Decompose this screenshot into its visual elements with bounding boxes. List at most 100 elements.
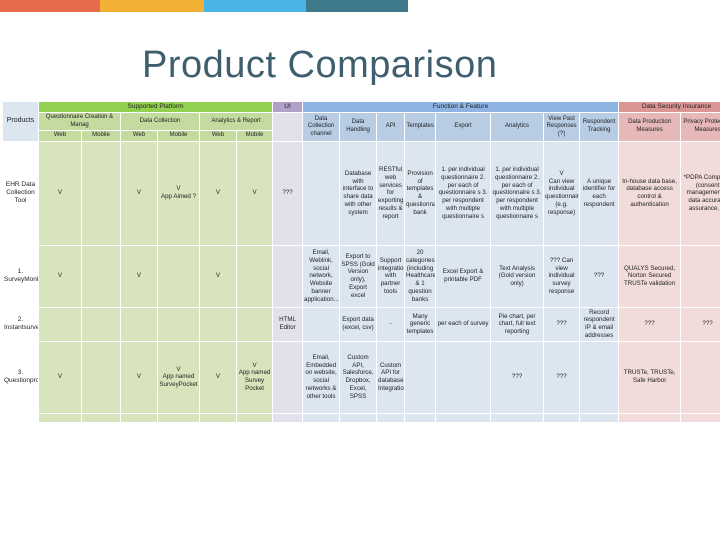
platform-cell: V: [120, 244, 158, 308]
table-row: 3. Questionpro V V V App named SurveyPoc…: [2, 340, 720, 414]
security-cell: TRUSTe, TRUSTe, Safe Harbor: [618, 340, 682, 414]
col-data-production-measures: Data Production Measures: [618, 112, 682, 142]
group-header-row: Products Supported Platform UI Function …: [2, 100, 720, 142]
platform-cell: [81, 140, 121, 246]
color-bar-segment-3: [204, 0, 306, 12]
col-view-past-responses: View Past Responses (?): [543, 112, 581, 142]
product-name: 2. Instantsurvey: [2, 306, 39, 342]
feature-cell: Pie chart, per chart, full text reportin…: [490, 306, 545, 342]
platform-cell: [120, 306, 158, 342]
feature-cell: [302, 140, 341, 246]
feature-cell-empty: [490, 412, 545, 423]
data-security-header: Data Security Insurance: [618, 100, 720, 114]
product-name-empty: [2, 412, 39, 423]
platform-cell: [157, 306, 200, 342]
feature-cell: A unique identifier for each respondent: [579, 140, 620, 246]
col-web: Web: [199, 130, 237, 142]
feature-cell: Export data (excel, csv): [339, 306, 378, 342]
platform-cell: V: [235, 140, 274, 246]
product-name: EHR Data Collection Tool: [2, 140, 39, 246]
platform-cell-empty: [120, 412, 158, 423]
data-collection-subheader: Data Collection: [120, 112, 200, 132]
platform-cell: V: [120, 340, 158, 414]
ui-cell: ???: [272, 140, 304, 246]
feature-cell: ???: [490, 340, 545, 414]
slide-title: Product Comparison: [142, 44, 498, 86]
platform-cell-empty: [157, 412, 200, 423]
supported-platform-header: Supported Platform: [37, 100, 274, 114]
ui-header: UI: [272, 100, 304, 114]
col-templates: Templates: [404, 112, 437, 142]
table-row-cutoff: [2, 412, 720, 423]
col-respondent-tracking: Respondent Tracking: [579, 112, 620, 142]
questionnaire-subheader: Questionnaire Creation & Manag: [38, 112, 121, 132]
feature-cell: ???: [579, 244, 620, 308]
platform-cell: [81, 340, 121, 414]
platform-cell-empty: [81, 412, 121, 423]
platform-col-row: Web Mobile Web Mobile Web Mobile: [3, 130, 720, 142]
ui-cell: [272, 340, 304, 414]
ui-subheader-blank: [272, 112, 304, 142]
col-mobile: Mobile: [81, 130, 121, 142]
feature-cell: V Can view individual questionnaire (e.g…: [543, 140, 581, 246]
feature-cell: Database with interface to share data wi…: [339, 140, 378, 246]
feature-cell: [435, 340, 492, 414]
color-bar-segment-2: [100, 0, 204, 12]
platform-cell: [38, 306, 82, 342]
platform-cell: V: [120, 140, 158, 246]
platform-cell: V: [38, 340, 82, 414]
ui-cell: HTML Editor: [272, 306, 304, 342]
top-color-bar: [0, 0, 720, 12]
feature-cell-empty: [339, 412, 378, 423]
feature-cell: Email, Weblink, social network, Website …: [302, 244, 341, 308]
platform-cell: [235, 244, 274, 308]
col-privacy-protection-measures: Privacy Protection Measures: [680, 112, 720, 142]
function-feature-header: Function & Feature: [302, 100, 620, 114]
analytics-subheader: Analytics & Report: [198, 112, 274, 132]
feature-cell-empty: [404, 412, 437, 423]
comparison-table: Products Supported Platform UI Function …: [2, 100, 720, 423]
platform-cell: V App Aimed ?: [157, 140, 200, 246]
platform-cell-empty: [199, 412, 237, 423]
security-cell: [680, 340, 720, 414]
platform-cell-empty: [38, 412, 82, 423]
color-bar-segment-1: [0, 0, 100, 12]
col-data-handling: Data Handling: [339, 112, 378, 142]
security-cell: *PDPA Compliant (consent management & da…: [680, 140, 720, 246]
platform-cell: [199, 306, 237, 342]
platform-cell: V: [199, 340, 237, 414]
feature-cell: [579, 340, 620, 414]
ui-cell: [272, 244, 304, 308]
security-cell: QUALYS Secured, Norton Secured TRUSTe va…: [618, 244, 682, 308]
platform-cell: [235, 306, 274, 342]
feature-cell: Text Analysis (Gold version only): [490, 244, 545, 308]
feature-cell: per each of survey: [435, 306, 492, 342]
feature-cell: [302, 306, 341, 342]
feature-cell: -: [376, 306, 406, 342]
feature-cell: 1. per individual questionnaire 2. per e…: [435, 140, 492, 246]
platform-cell: V: [38, 140, 82, 246]
product-name: 3. Questionpro: [2, 340, 39, 414]
platform-cell: V: [199, 244, 237, 308]
col-mobile: Mobile: [157, 130, 200, 142]
feature-cell: Many generic templates: [404, 306, 437, 342]
security-cell-empty: [680, 412, 720, 423]
platform-cell: [157, 244, 200, 308]
col-web: Web: [38, 130, 82, 142]
security-cell: ???: [680, 306, 720, 342]
feature-cell-empty: [543, 412, 581, 423]
subgroup-header-row: Questionnaire Creation & Manag Data Coll…: [3, 112, 720, 142]
col-mobile: Mobile: [235, 130, 274, 142]
col-analytics: Analytics: [490, 112, 545, 142]
security-cell: In-house data base, database access cont…: [618, 140, 682, 246]
table-row: EHR Data Collection Tool V V V App Aimed…: [2, 140, 720, 246]
platform-cell: [81, 306, 121, 342]
feature-cell: Support integration with partner tools: [376, 244, 406, 308]
feature-cell: RESTful web services for exporting resul…: [376, 140, 406, 246]
security-cell-empty: [618, 412, 682, 423]
platform-cell: [81, 244, 121, 308]
color-bar-segment-4: [306, 0, 408, 12]
table-row: 2. Instantsurvey HTML Editor Export data…: [2, 306, 720, 342]
security-cell: ???: [618, 306, 682, 342]
feature-cell-empty: [376, 412, 406, 423]
